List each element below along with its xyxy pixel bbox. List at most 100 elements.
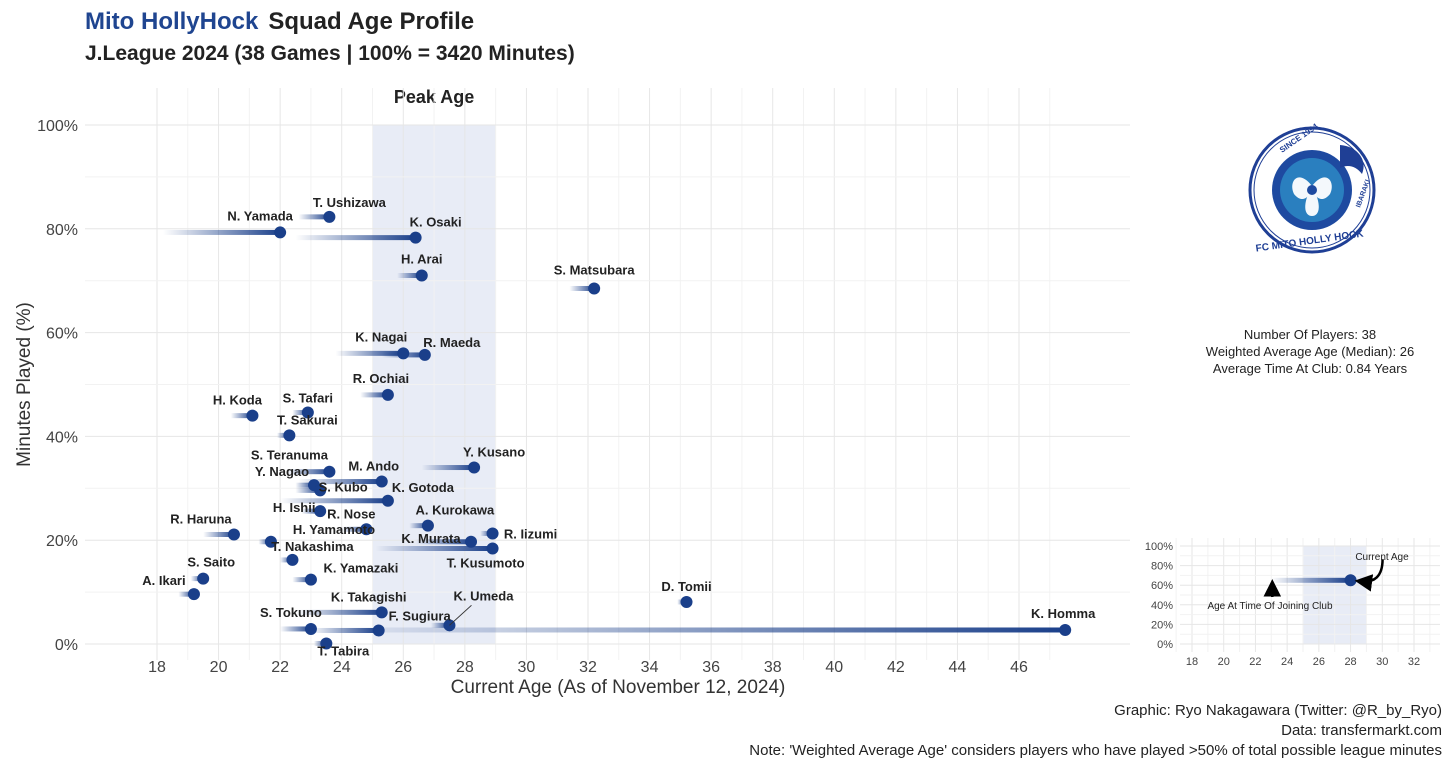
player-label: K. Gotoda [392,480,455,495]
player-label: K. Yamazaki [323,561,398,576]
legend-x-tick-label: 22 [1249,656,1261,668]
player-tenure-bar [421,465,475,471]
player-label: T. Nakashima [271,539,354,554]
player-label: H. Yamamoto [293,522,375,537]
legend-current-arrow [1354,559,1384,592]
x-tick-label: 28 [456,659,474,676]
legend-x-tick-label: 18 [1186,656,1198,668]
player-point [486,527,499,540]
player-point [304,622,317,635]
player-label: S. Saito [187,555,235,570]
x-tick-label: 22 [271,659,289,676]
player-point [468,461,481,474]
player-point [381,494,394,507]
player-label: S. Kubo [319,479,368,494]
player-tenure-bar [341,526,367,532]
player-label: T. Sakurai [277,412,338,427]
player-label: T. Kusumoto [447,556,525,571]
player-label: H. Arai [401,252,442,267]
player-label: K. Umeda [453,588,514,603]
player-tenure-bar [295,482,315,488]
player-tenure-bar [277,432,290,438]
legend-y-tick-label: 80% [1151,561,1173,573]
y-tick-label: 60% [46,326,78,343]
legend-y-tick-label: 20% [1151,619,1173,631]
x-tick-label: 40 [825,659,843,676]
player-label: S. Teranuma [251,448,329,463]
player-tenure-bar [298,214,330,220]
player-point [372,624,385,637]
y-axis-title: Minutes Played (%) [14,302,35,467]
chart-subtitle: J.League 2024 (38 Games | 100% = 3420 Mi… [85,42,575,65]
player-point [323,210,336,223]
x-tick-label: 34 [641,659,659,676]
caption-graphic: Graphic: Ryo Nakagawara (Twitter: @R_by_… [1114,702,1442,719]
player-label: T. Tabira [317,643,370,658]
x-tick-label: 26 [394,659,412,676]
legend-current-label: Current Age [1355,552,1409,563]
player-tenure-bar [310,627,1066,633]
player-tenure-bar [292,577,311,583]
x-tick-label: 42 [887,659,905,676]
x-tick-label: 30 [518,659,536,676]
player-label: D. Tomii [661,579,711,594]
player-tenure-bar [280,557,293,563]
player-label: R. Maeda [423,335,481,350]
club-logo: SINCE 1994 FC MITO HOLLY HOCK IBARAKI [1248,121,1376,255]
title-text: Squad Age Profile [268,8,475,35]
player-label: K. Murata [401,531,461,546]
caption-note: Note: 'Weighted Average Age' considers p… [749,742,1442,759]
player-tenure-bar [335,350,404,356]
player-point [1059,623,1072,636]
legend-x-tick-label: 28 [1344,656,1356,668]
player-point [286,553,299,566]
player-tenure-bar [314,640,327,646]
player-point [304,573,317,586]
player-point [465,535,478,548]
stat-time-at-club: Average Time At Club: 0.84 Years [1212,361,1408,376]
player-point [274,226,287,239]
player-label: K. Osaki [410,215,462,230]
x-axis-title: Current Age (As of November 12, 2024) [451,677,786,698]
player-point [375,606,388,619]
x-tick-label: 44 [949,659,967,676]
squad-stats: Number Of Players: 38 Weighted Average A… [1160,326,1456,377]
player-label: R. Haruna [170,511,232,526]
player-point [381,388,394,401]
x-tick-label: 46 [1010,659,1028,676]
player-tenure-bar [480,530,493,536]
player-label: A. Ikari [142,573,185,588]
player-tenure-bar [280,626,311,632]
player-label: R. Ochiai [353,371,409,386]
caption-data: Data: transfermarkt.com [1281,722,1442,739]
stat-players: Number Of Players: 38 [1243,327,1377,342]
legend-mini-plot: 18 20 22 24 26 28 30 32 0% 20% 40% 60% 80% 100% Curren… [1145,538,1440,668]
legend-y-tick-label: 0% [1157,639,1173,651]
player-point [418,348,431,361]
player-label: R. Iizumi [504,526,557,541]
x-tick-label: 38 [764,659,782,676]
player-tenure-bar [295,235,416,241]
player-label: K. Nagai [355,329,407,344]
chart-title: Mito HollyHock Squad Age Profile [85,8,474,36]
player-label: T. Ushizawa [313,195,387,210]
player-point [323,465,336,478]
legend-x-tick-label: 24 [1281,656,1293,668]
player-point [187,588,200,601]
legend-x-tick-label: 20 [1218,656,1230,668]
player-point [375,475,388,488]
player-label: S. Matsubara [554,262,636,277]
player-label: Y. Nagao [255,464,309,479]
player-point [588,282,601,295]
player-point [409,231,422,244]
player-point [264,535,277,548]
player-point [397,347,410,360]
stat-weighted-age: Weighted Average Age (Median): 26 [1205,344,1415,359]
player-tenure-bar [178,591,194,597]
player-point [320,637,333,650]
player-tenure-bar [397,273,422,279]
player-label: S. Tafari [283,391,333,406]
player-point [314,484,327,497]
player-tenure-bar [190,576,204,582]
player-tenure-bar [280,498,388,504]
